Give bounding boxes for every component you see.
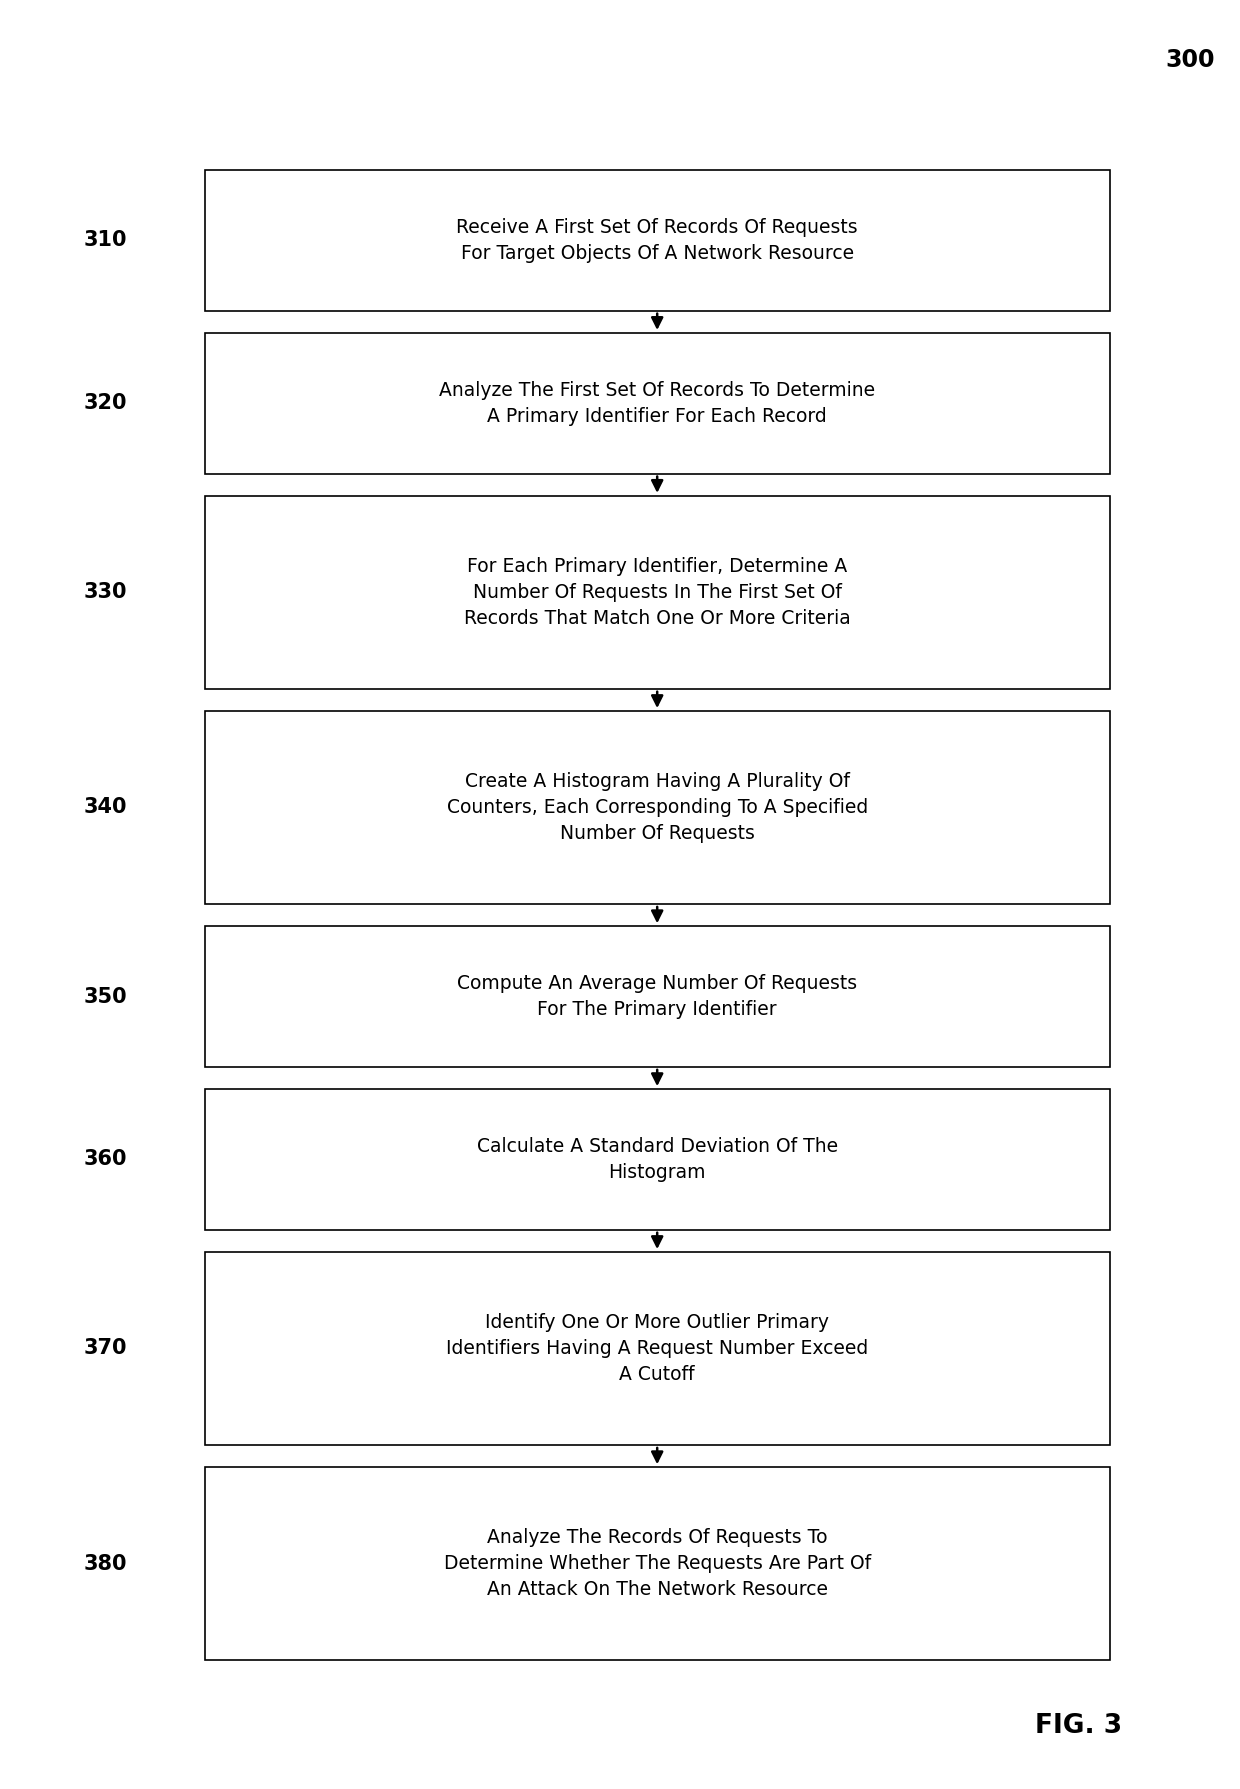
- Text: Compute An Average Number Of Requests
For The Primary Identifier: Compute An Average Number Of Requests Fo…: [458, 975, 857, 1020]
- Text: For Each Primary Identifier, Determine A
Number Of Requests In The First Set Of
: For Each Primary Identifier, Determine A…: [464, 556, 851, 628]
- Text: Analyze The Records Of Requests To
Determine Whether The Requests Are Part Of
An: Analyze The Records Of Requests To Deter…: [444, 1528, 870, 1599]
- Text: 320: 320: [83, 394, 128, 413]
- Bar: [205, 333, 1110, 474]
- Bar: [205, 927, 1110, 1066]
- Text: 350: 350: [83, 986, 128, 1007]
- Text: Calculate A Standard Deviation Of The
Histogram: Calculate A Standard Deviation Of The Hi…: [476, 1138, 838, 1183]
- Text: 380: 380: [83, 1553, 128, 1574]
- Bar: [205, 496, 1110, 689]
- Text: Create A Histogram Having A Plurality Of
Counters, Each Corresponding To A Speci: Create A Histogram Having A Plurality Of…: [446, 773, 868, 843]
- Text: 340: 340: [83, 798, 128, 818]
- Bar: [205, 1467, 1110, 1660]
- Bar: [205, 170, 1110, 311]
- Text: FIG. 3: FIG. 3: [1035, 1712, 1122, 1739]
- Text: Analyze The First Set Of Records To Determine
A Primary Identifier For Each Reco: Analyze The First Set Of Records To Dete…: [439, 381, 875, 426]
- Bar: [205, 710, 1110, 903]
- Bar: [205, 1090, 1110, 1229]
- Text: 330: 330: [83, 581, 128, 603]
- Bar: [205, 1252, 1110, 1446]
- Text: 360: 360: [83, 1149, 128, 1170]
- Text: 300: 300: [1166, 48, 1215, 72]
- Text: 310: 310: [83, 231, 128, 250]
- Text: Receive A First Set Of Records Of Requests
For Target Objects Of A Network Resou: Receive A First Set Of Records Of Reques…: [456, 218, 858, 263]
- Text: 370: 370: [83, 1338, 128, 1358]
- Text: Identify One Or More Outlier Primary
Identifiers Having A Request Number Exceed
: Identify One Or More Outlier Primary Ide…: [446, 1313, 868, 1383]
